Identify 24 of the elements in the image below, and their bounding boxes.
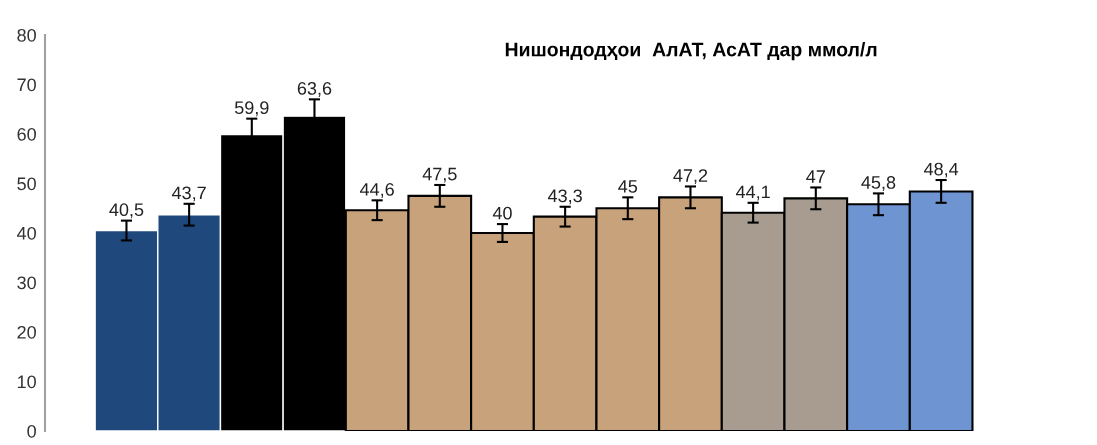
y-tick-label: 10 — [17, 375, 36, 389]
data-label: 47 — [806, 170, 825, 183]
y-tick-label: 70 — [17, 78, 36, 92]
y-tick-label: 0 — [27, 424, 36, 438]
data-label: 44,1 — [735, 185, 770, 201]
data-label: 40 — [492, 206, 512, 220]
data-label: 43,7 — [171, 186, 206, 202]
data-label: 47,2 — [673, 169, 708, 185]
data-label: 47,5 — [422, 167, 457, 183]
y-tick-label: 30 — [17, 276, 36, 290]
chart-title: Нишондодҳои АлАТ, АсАТ дар ммол/л — [505, 42, 877, 61]
data-label: 59,9 — [234, 101, 269, 117]
data-label: 48,4 — [923, 162, 959, 178]
data-label: 45,8 — [861, 176, 896, 191]
y-tick-label: 50 — [17, 177, 36, 191]
data-label: 45 — [618, 180, 638, 193]
y-tick-label: 60 — [17, 127, 36, 141]
data-label: 63,6 — [297, 82, 332, 97]
y-tick-label: 40 — [17, 226, 36, 240]
data-label: 44,6 — [359, 182, 394, 198]
y-tick-label: 80 — [17, 28, 36, 42]
data-label: 40,5 — [109, 203, 144, 219]
y-tick-label: 20 — [17, 325, 36, 339]
data-label: 43,3 — [547, 189, 582, 205]
